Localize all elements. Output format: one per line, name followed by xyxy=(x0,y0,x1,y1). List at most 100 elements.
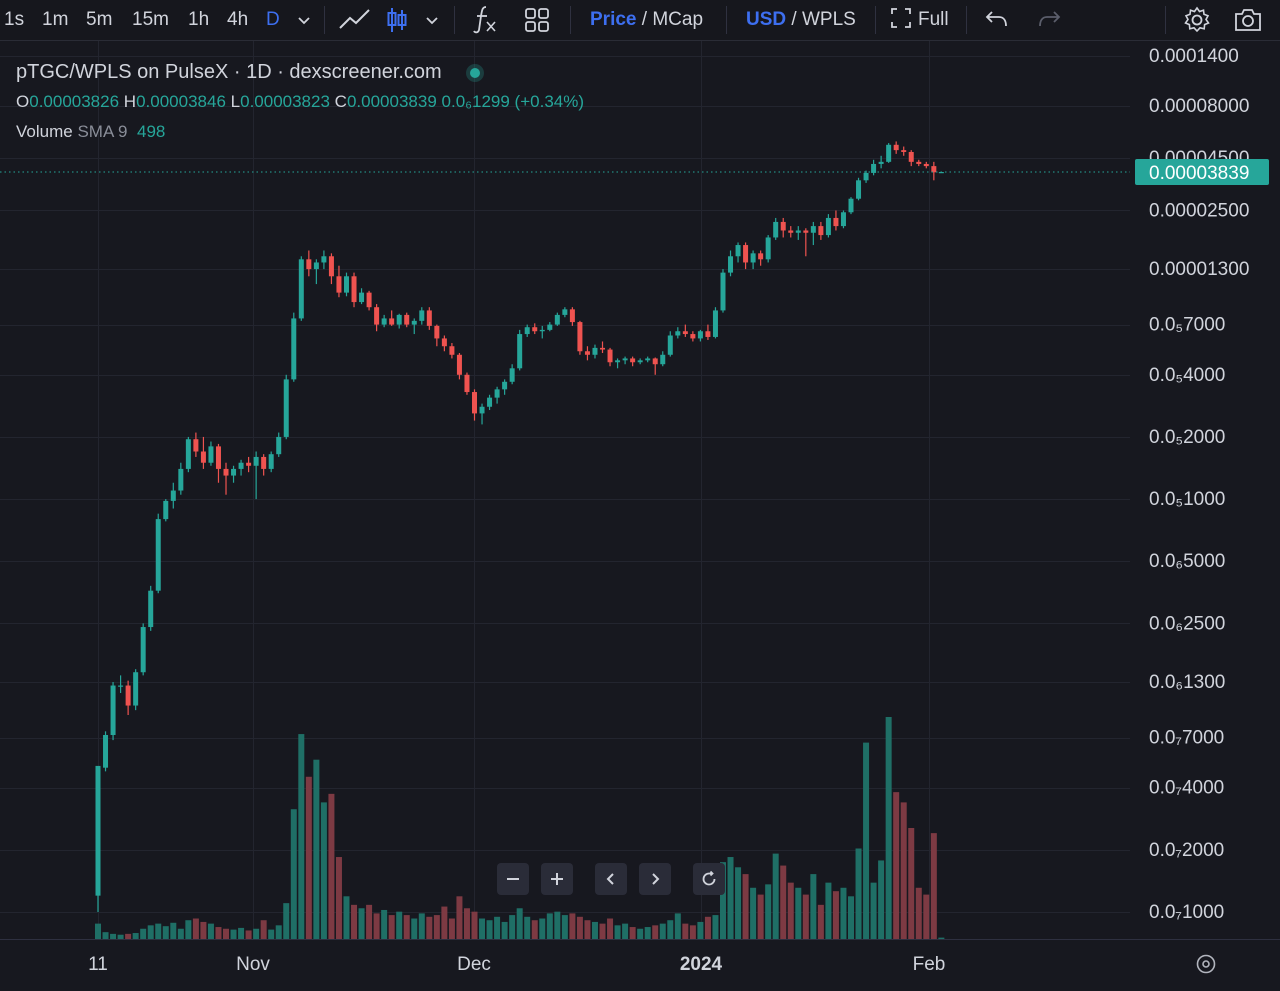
candle-body xyxy=(750,253,756,263)
volume-bar xyxy=(268,929,275,939)
candle-body xyxy=(336,276,342,293)
y-axis-tick-label: 0.0₇7000 xyxy=(1149,728,1224,749)
volume-bar xyxy=(787,882,794,939)
volume-bar xyxy=(652,925,659,939)
volume-bar xyxy=(140,928,147,939)
y-axis-tick-label: 0.0₆5000 xyxy=(1149,551,1225,572)
volume-bar xyxy=(418,913,425,939)
candlestick-chart-icon[interactable] xyxy=(386,6,408,32)
candle-body xyxy=(238,462,244,469)
y-axis-tick-label: 0.0₇2000 xyxy=(1149,840,1224,861)
x-axis-tick-label: Dec xyxy=(457,954,491,975)
volume-bar xyxy=(290,809,297,939)
candle-body xyxy=(208,446,214,463)
low-value: 0.00003823 xyxy=(240,92,330,111)
volume-bar xyxy=(471,911,478,939)
candle-body xyxy=(426,310,432,326)
volume-bar xyxy=(584,920,591,939)
candle-body xyxy=(419,310,425,321)
candle-body xyxy=(283,379,289,437)
candle-body xyxy=(712,310,718,337)
zoom-in-button[interactable] xyxy=(541,863,573,895)
candle-body xyxy=(788,230,794,233)
candle-body xyxy=(810,226,816,233)
candle-body xyxy=(840,212,846,227)
candle-body xyxy=(200,451,206,463)
interval-15m[interactable]: 15m xyxy=(132,9,169,30)
volume-bar xyxy=(207,923,214,939)
undo-icon[interactable] xyxy=(984,8,1010,34)
candle-body xyxy=(630,358,636,363)
volume-bar xyxy=(177,928,184,939)
zoom-out-button[interactable] xyxy=(497,863,529,895)
y-axis-tick-label: 0.0₅4000 xyxy=(1149,365,1225,386)
candle-body xyxy=(539,329,545,332)
redo-icon[interactable] xyxy=(1036,8,1062,34)
axis-settings-icon[interactable] xyxy=(1196,954,1216,974)
price-mcap-toggle[interactable]: Price / MCap xyxy=(590,7,703,33)
last-price-badge-label: 0.00003839 xyxy=(1149,163,1249,184)
screenshot-camera-icon[interactable] xyxy=(1232,5,1264,31)
settings-gear-icon[interactable] xyxy=(1182,5,1212,33)
interval-4h[interactable]: 4h xyxy=(227,9,249,30)
volume-bar xyxy=(448,918,455,939)
candle-body xyxy=(464,374,470,393)
candle-body xyxy=(178,468,184,491)
candle-body xyxy=(690,334,696,339)
candle-body xyxy=(765,237,771,260)
scroll-right-button[interactable] xyxy=(639,863,671,895)
layout-grid-icon[interactable] xyxy=(524,6,550,32)
volume-bar xyxy=(546,913,553,939)
volume-bar xyxy=(569,913,576,939)
minus-icon xyxy=(507,878,519,880)
price-chart-canvas[interactable]: 0.00014000.000080000.000045000.000025000… xyxy=(0,41,1280,991)
reset-chart-button[interactable] xyxy=(693,863,725,895)
volume-bar xyxy=(275,925,282,939)
candle-body xyxy=(411,320,417,325)
scroll-left-button[interactable] xyxy=(595,863,627,895)
candle-body xyxy=(103,734,109,768)
volume-bar xyxy=(682,923,689,939)
interval-dropdown-icon[interactable] xyxy=(296,10,312,36)
fullscreen-icon xyxy=(891,8,911,28)
volume-bar xyxy=(697,921,704,939)
mcap-option[interactable]: MCap xyxy=(652,9,704,30)
y-axis-tick-label: 0.0₅1000 xyxy=(1149,489,1225,510)
candle-body xyxy=(547,324,553,330)
indicators-icon[interactable] xyxy=(472,4,498,34)
chart-area[interactable]: 0.0001400 0.00008000 0.00004500 0.00002500 0… xyxy=(0,41,1280,991)
interval-d[interactable]: D xyxy=(266,9,280,30)
candle-body xyxy=(479,406,485,414)
fullscreen-button[interactable]: Full xyxy=(890,7,949,33)
volume-bar xyxy=(622,923,629,939)
currency-toggle[interactable]: USD / WPLS xyxy=(746,7,856,33)
interval-1h[interactable]: 1h xyxy=(188,9,210,30)
y-axis-tick-label: 0.0₇1000 xyxy=(1149,902,1224,923)
y-axis-tick-label: 0.00001300 xyxy=(1149,259,1249,280)
line-chart-icon[interactable] xyxy=(338,6,372,32)
x-axis-tick-label: 2024 xyxy=(680,954,723,975)
volume-bar xyxy=(132,933,139,939)
interval-1s[interactable]: 1s xyxy=(4,9,25,30)
candle-body xyxy=(637,360,643,363)
volume-bar xyxy=(908,828,915,939)
candle-body xyxy=(291,318,297,380)
interval-1m[interactable]: 1m xyxy=(42,9,69,30)
wpls-option[interactable]: WPLS xyxy=(801,9,856,30)
volume-bar xyxy=(848,896,854,939)
volume-bar xyxy=(817,904,824,939)
price-option[interactable]: Price xyxy=(590,9,637,30)
y-axis-tick-label: 0.0₅2000 xyxy=(1149,427,1225,448)
candle-body xyxy=(652,358,658,365)
volume-bar xyxy=(614,925,621,939)
volume-bar xyxy=(260,920,267,939)
usd-option[interactable]: USD xyxy=(746,9,787,30)
chart-type-dropdown-icon[interactable] xyxy=(424,10,440,36)
live-status-icon xyxy=(469,67,480,78)
chart-navigation-controls xyxy=(497,863,737,895)
candle-body xyxy=(735,245,741,257)
candle-body xyxy=(313,262,319,270)
interval-5m[interactable]: 5m xyxy=(86,9,113,30)
volume-bar xyxy=(802,894,809,939)
x-axis-tick-label: 11 xyxy=(88,954,108,975)
